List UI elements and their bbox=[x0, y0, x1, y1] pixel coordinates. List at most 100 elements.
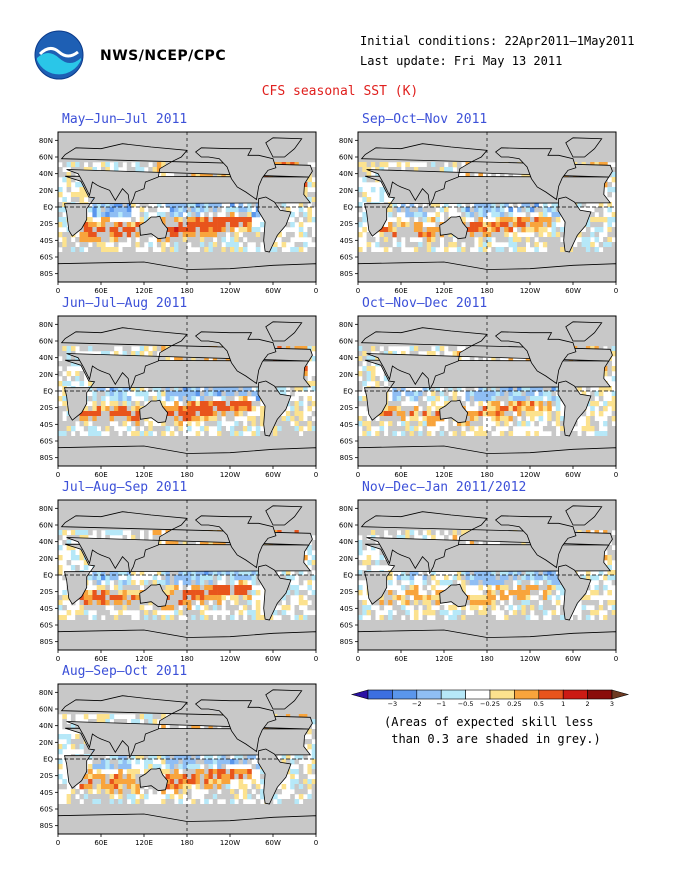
sst-cell bbox=[482, 321, 488, 327]
sst-cell bbox=[178, 157, 183, 163]
sst-cell bbox=[255, 237, 261, 243]
sst-cell bbox=[230, 242, 235, 248]
sst-cell bbox=[101, 222, 106, 228]
sst-cell bbox=[555, 247, 561, 253]
sst-cell bbox=[517, 222, 522, 228]
lat-label: 20S bbox=[340, 220, 354, 228]
sst-cell bbox=[242, 436, 248, 442]
sst-cell bbox=[242, 227, 248, 233]
sst-cell bbox=[165, 421, 171, 427]
sst-cell bbox=[212, 441, 218, 447]
sst-cell bbox=[230, 406, 235, 412]
sst-cell bbox=[517, 132, 522, 138]
sst-cell bbox=[242, 441, 248, 447]
sst-cell bbox=[122, 396, 128, 402]
sst-cell bbox=[499, 237, 505, 243]
sst-cell bbox=[182, 137, 188, 143]
sst-cell bbox=[474, 316, 479, 322]
sst-cell bbox=[191, 436, 196, 442]
sst-cell bbox=[401, 137, 406, 143]
sst-cell bbox=[508, 132, 514, 138]
sst-cell bbox=[131, 202, 136, 208]
sst-cell bbox=[273, 446, 278, 452]
sst-cell bbox=[88, 406, 93, 412]
sst-cell bbox=[122, 227, 128, 233]
sst-cell bbox=[204, 396, 209, 402]
sst-cell bbox=[311, 237, 317, 243]
sst-cell bbox=[426, 257, 432, 263]
page-title: CFS seasonal SST (K) bbox=[261, 84, 419, 99]
sst-cell bbox=[156, 137, 162, 143]
sst-cell bbox=[187, 386, 192, 392]
sst-cell bbox=[409, 207, 415, 213]
sst-cell bbox=[461, 137, 466, 143]
sst-cell bbox=[508, 341, 514, 347]
sst-cell bbox=[396, 326, 402, 332]
sst-cell bbox=[109, 316, 115, 322]
sst-cell bbox=[161, 257, 166, 263]
sst-cell bbox=[281, 132, 287, 138]
sst-cell bbox=[418, 222, 423, 228]
sst-cell bbox=[101, 326, 106, 332]
sst-cell bbox=[594, 316, 600, 322]
sst-cell bbox=[182, 222, 188, 228]
sst-cell bbox=[603, 257, 608, 263]
sst-cell bbox=[225, 406, 231, 412]
sst-cell bbox=[303, 366, 308, 372]
sst-cell bbox=[264, 446, 269, 452]
sst-cell bbox=[178, 436, 183, 442]
sst-cell bbox=[294, 406, 300, 412]
sst-cell bbox=[221, 431, 226, 437]
sst-cell bbox=[182, 406, 188, 412]
sst-cell bbox=[79, 376, 85, 382]
sst-cell bbox=[131, 441, 136, 447]
sst-cell bbox=[611, 157, 617, 163]
sst-cell bbox=[225, 247, 231, 253]
sst-cell bbox=[268, 441, 274, 447]
sst-cell bbox=[238, 391, 244, 397]
sst-cell bbox=[208, 441, 214, 447]
sst-cell bbox=[444, 242, 449, 248]
sst-cell bbox=[212, 172, 218, 178]
sst-cell bbox=[444, 207, 449, 213]
sst-cell bbox=[281, 157, 287, 163]
sst-cell bbox=[358, 207, 363, 213]
sst-cell bbox=[70, 341, 76, 347]
sst-cell bbox=[590, 217, 595, 223]
sst-cell bbox=[530, 262, 535, 268]
sst-cell bbox=[474, 222, 479, 228]
sst-cell bbox=[603, 252, 608, 258]
sst-cell bbox=[603, 217, 608, 223]
sst-cell bbox=[217, 401, 222, 407]
sst-cell bbox=[178, 247, 183, 253]
sst-cell bbox=[285, 341, 291, 347]
sst-cell bbox=[195, 142, 201, 148]
sst-cell bbox=[285, 416, 291, 422]
sst-cell bbox=[542, 321, 548, 327]
sst-cell bbox=[482, 212, 488, 218]
sst-cell bbox=[230, 222, 235, 228]
continent-shape bbox=[565, 137, 603, 158]
sst-cell bbox=[165, 316, 171, 322]
sst-cell bbox=[303, 252, 308, 258]
sst-cell bbox=[118, 391, 123, 397]
sst-cell bbox=[491, 222, 496, 228]
sst-cell bbox=[126, 426, 132, 432]
sst-cell bbox=[62, 147, 67, 153]
sst-cell bbox=[221, 411, 226, 417]
sst-cell bbox=[88, 142, 93, 148]
sst-cell bbox=[238, 426, 244, 432]
sst-cell bbox=[148, 242, 153, 248]
sst-cell bbox=[212, 421, 218, 427]
sst-cell bbox=[370, 132, 376, 138]
sst-cell bbox=[560, 262, 565, 268]
sst-cell bbox=[388, 326, 393, 332]
sst-cell bbox=[594, 207, 600, 213]
sst-cell bbox=[358, 316, 363, 322]
sst-cell bbox=[75, 441, 80, 447]
sst-cell bbox=[96, 441, 102, 447]
sst-cell bbox=[568, 262, 574, 268]
sst-cell bbox=[75, 431, 80, 437]
sst-cell bbox=[105, 237, 110, 243]
